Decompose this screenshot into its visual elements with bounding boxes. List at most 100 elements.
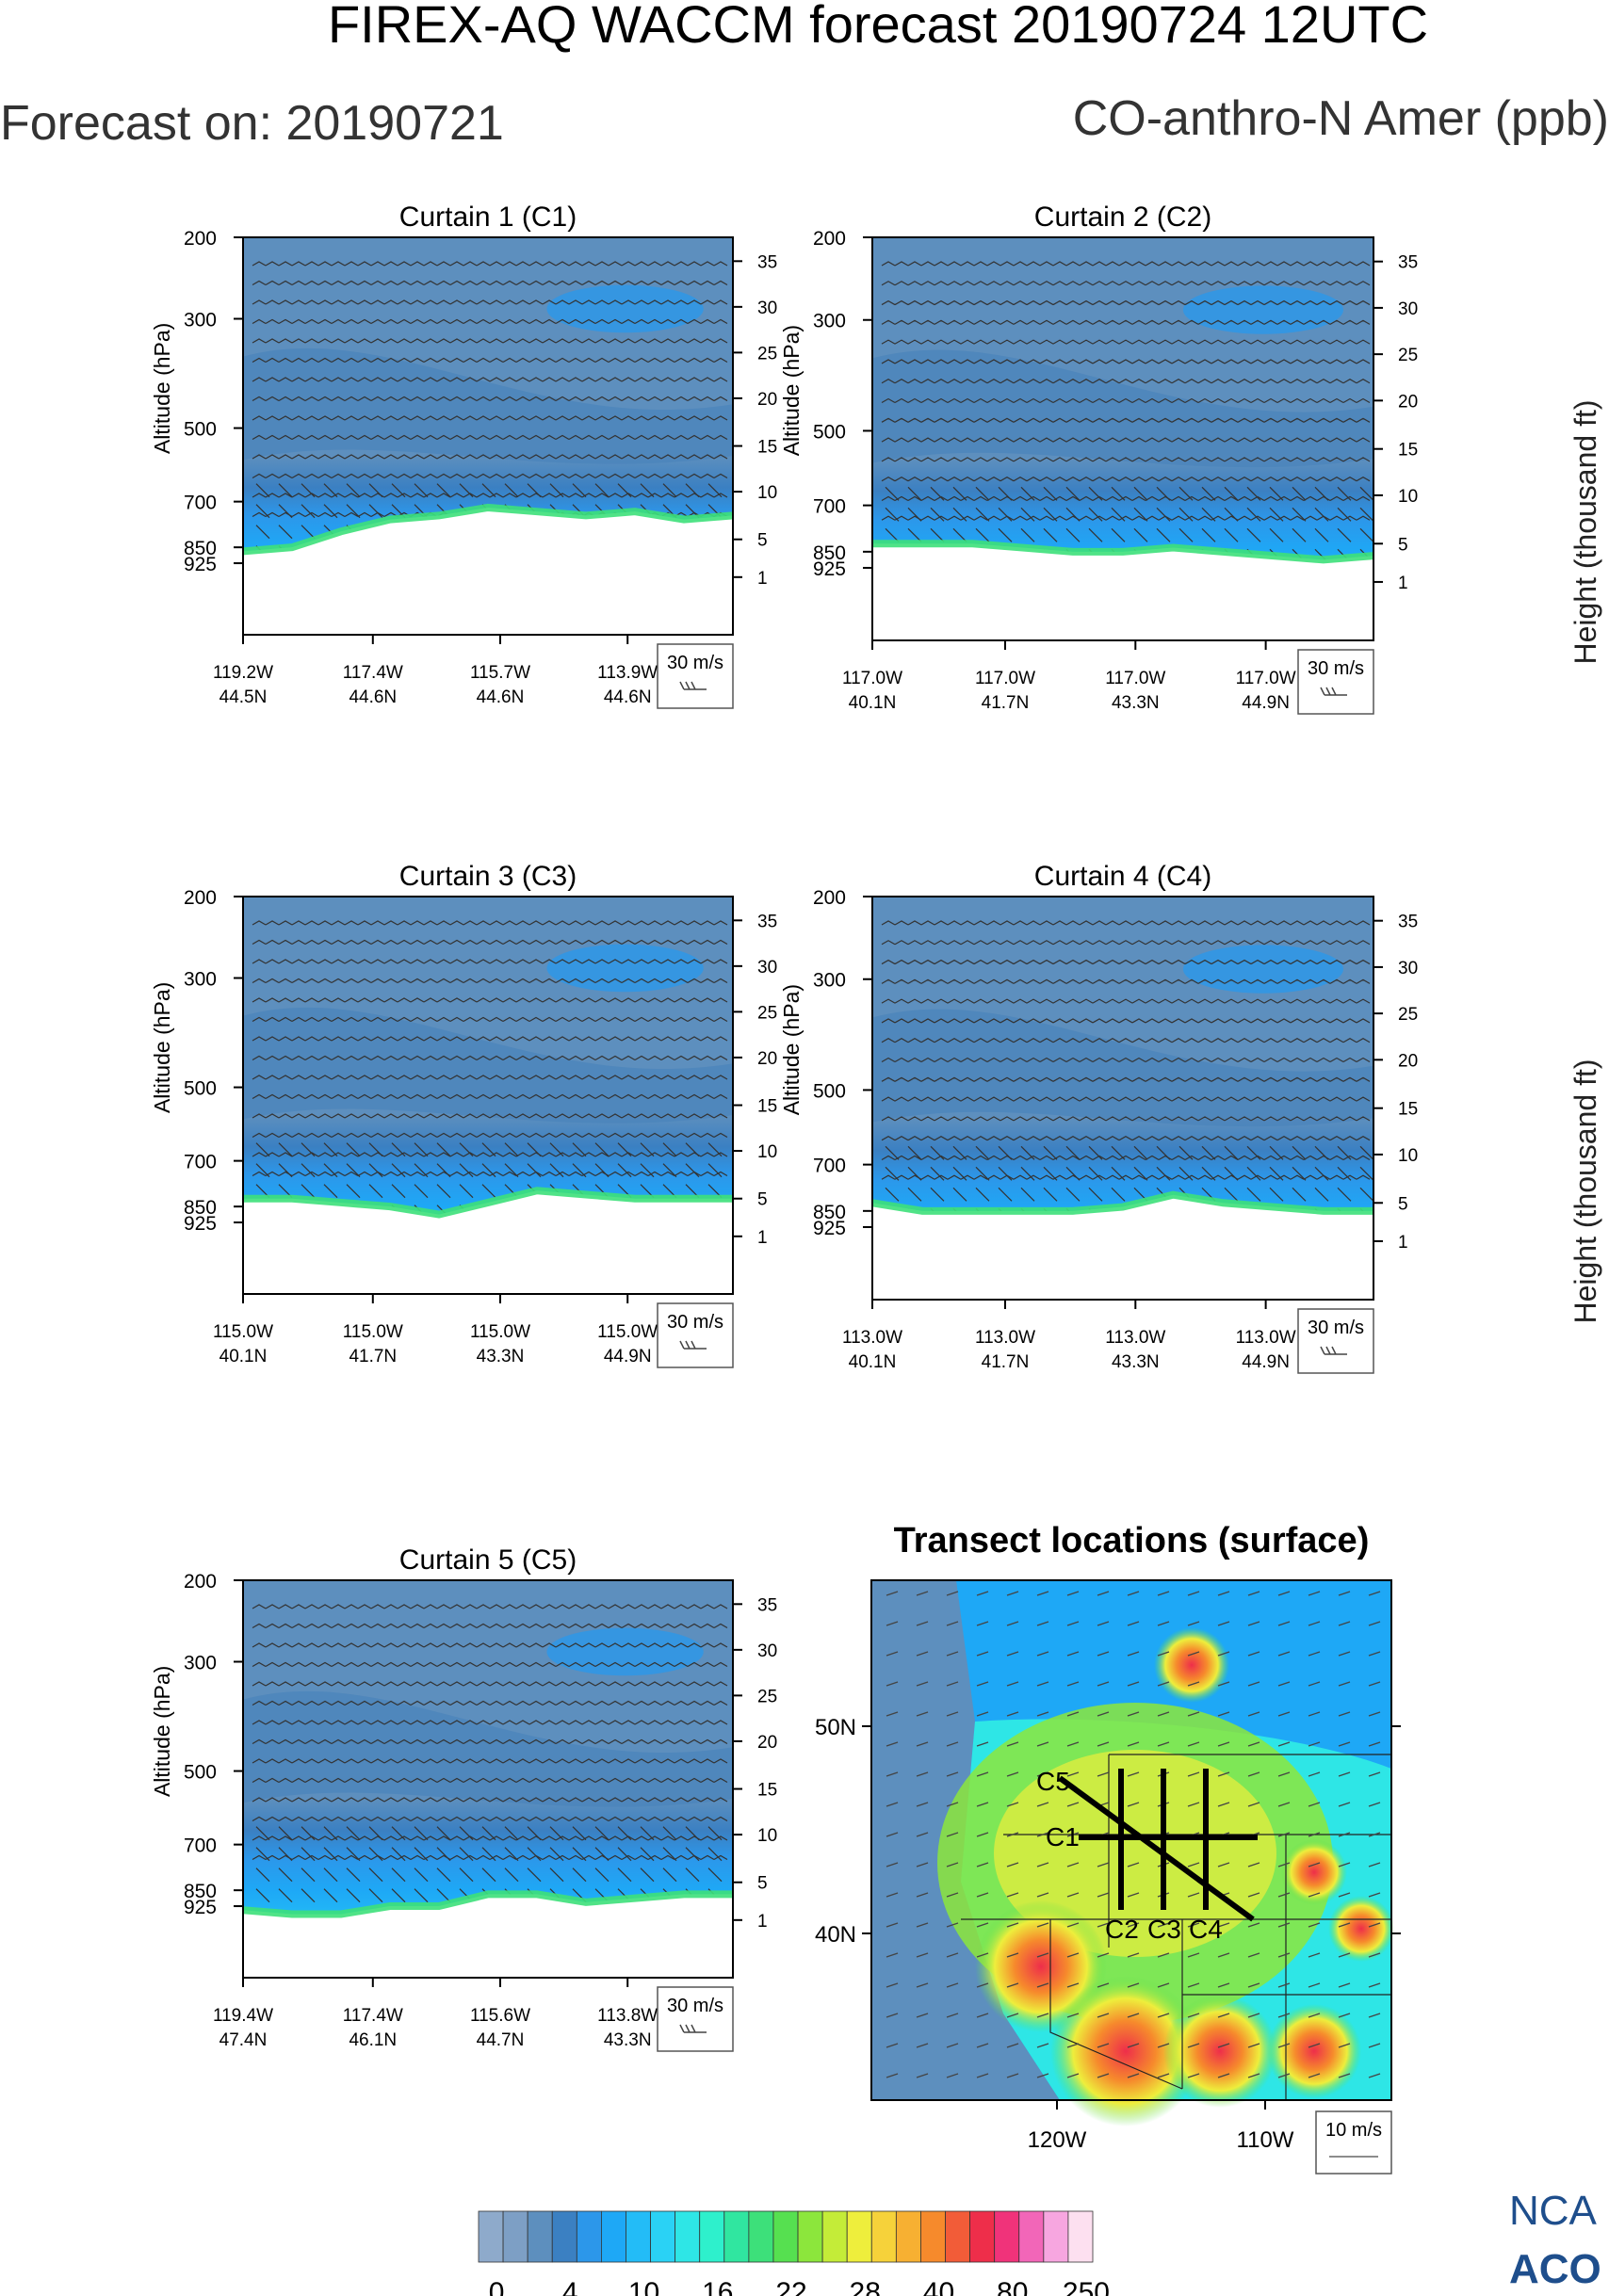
height-tick: 1: [757, 569, 768, 589]
wind-key-label: 30 m/s: [1308, 658, 1364, 679]
height-tick: 25: [757, 1687, 777, 1706]
colorbar-swatch: [723, 2210, 750, 2263]
x-tick-lat: 43.3N: [1112, 1352, 1160, 1372]
x-tick-lat: 44.6N: [477, 687, 525, 707]
x-tick-lat: 46.1N: [349, 2030, 397, 2050]
wind-barbs: [881, 261, 1374, 563]
height-tick: 10: [1398, 1146, 1418, 1166]
curtain-plume: [1182, 945, 1344, 994]
transect-label: C1: [1046, 1822, 1080, 1851]
x-tick-lat: 44.6N: [604, 687, 652, 707]
curtain-plume: [1182, 285, 1344, 334]
height-tick: 35: [757, 1595, 777, 1615]
co-hotspot: [1154, 1627, 1229, 1703]
x-tick-lon: 113.0W: [1105, 1328, 1165, 1348]
wind-key-barb: [1320, 1346, 1347, 1355]
height-tick: 30: [757, 958, 777, 978]
colorbar-swatch: [920, 2210, 946, 2263]
colorbar-swatch: [1018, 2210, 1045, 2263]
colorbar-swatch: [650, 2210, 676, 2263]
height-tick: 5: [757, 531, 768, 551]
height-tick: 10: [1398, 487, 1418, 507]
pressure-tick: 200: [813, 887, 846, 909]
height-tick: 25: [1398, 1005, 1418, 1025]
transect-map: Transect locations (surface) C5 C1 C2 C3 C4 50…: [815, 1521, 1401, 2175]
logo-text-bottom: ACO: [1509, 2246, 1601, 2292]
colorbar-label: 40: [923, 2277, 954, 2296]
curtain-frame: [242, 1579, 734, 1979]
pressure-tick: 200: [813, 228, 846, 250]
height-tick: 25: [757, 344, 777, 364]
x-tick-lat: 43.3N: [1112, 693, 1160, 713]
height-axis-title-top: Height (thousand ft): [1568, 399, 1602, 664]
x-tick-lon: 117.0W: [842, 669, 902, 688]
co-hotspot: [1267, 2004, 1361, 2098]
pressure-tick: 300: [184, 969, 217, 991]
height-tick: 15: [757, 1097, 777, 1117]
lat-tick: 40N: [815, 1922, 856, 1948]
pressure-axis-title: Altitude (hPa): [150, 323, 174, 454]
transect-label: C4: [1189, 1915, 1223, 1944]
map-frame: [870, 1579, 1392, 2101]
colorbar-swatch: [1043, 2210, 1069, 2263]
x-tick-lat: 41.7N: [349, 1347, 397, 1366]
x-tick-lon: 115.7W: [470, 663, 530, 683]
pressure-tick: 500: [184, 1078, 217, 1100]
colorbar-swatch: [945, 2210, 971, 2263]
curtain-frame: [242, 236, 734, 636]
x-tick-lon: 117.0W: [975, 669, 1035, 688]
wind-key-barb: [679, 1340, 707, 1350]
colorbar-swatch: [994, 2210, 1020, 2263]
wind-key-label: 30 m/s: [667, 1996, 723, 2016]
curtain-title: Curtain 4 (C4): [1034, 861, 1211, 892]
transect-label: C5: [1036, 1767, 1070, 1796]
pressure-tick: 850: [184, 538, 217, 559]
curtain-panels: Curtain 1 (C1)200300500700850925Altitude…: [150, 202, 1418, 2052]
colorbar-swatch: [502, 2210, 528, 2263]
height-tick: 15: [757, 1781, 777, 1801]
pressure-tick: 500: [813, 1080, 846, 1102]
x-tick-lon: 113.0W: [975, 1328, 1035, 1348]
height-tick: 15: [1398, 441, 1418, 461]
terrain: [243, 1894, 733, 1978]
colorbar-swatch: [527, 2210, 553, 2263]
pressure-axis-title: Altitude (hPa): [779, 325, 804, 456]
colorbar-swatch: [674, 2210, 701, 2263]
height-tick: 30: [757, 1641, 777, 1661]
pressure-tick: 850: [813, 542, 846, 564]
height-tick: 5: [1398, 1194, 1408, 1214]
curtain-plume: [546, 1627, 704, 1676]
colorbar-swatch: [1067, 2210, 1094, 2263]
x-tick-lon: 119.4W: [213, 2006, 273, 2026]
co-hotspot: [1163, 1995, 1276, 2108]
curtain-band: [243, 1690, 733, 1807]
height-tick: 25: [757, 1003, 777, 1023]
colorbar-label: 0: [489, 2277, 505, 2296]
height-tick: 30: [757, 299, 777, 318]
pressure-tick: 925: [813, 558, 846, 580]
x-tick-lat: 40.1N: [219, 1347, 268, 1366]
co-hotspot: [1281, 1839, 1347, 1905]
x-tick-lat: 43.3N: [604, 2030, 652, 2050]
curtain-title: Curtain 5 (C5): [399, 1544, 577, 1576]
colorbar-label: 22: [775, 2277, 806, 2296]
x-tick-lon: 119.2W: [213, 663, 273, 683]
colorbar-swatch: [772, 2210, 799, 2263]
colorbar-swatch: [969, 2210, 996, 2263]
pressure-tick: 925: [184, 554, 217, 575]
pressure-tick: 300: [184, 1653, 217, 1674]
pressure-tick: 925: [184, 1897, 217, 1918]
x-tick-lon: 115.0W: [213, 1322, 273, 1342]
height-tick: 35: [1398, 253, 1418, 273]
pressure-tick: 700: [184, 1835, 217, 1857]
x-tick-lat: 47.4N: [219, 2030, 268, 2050]
height-tick: 5: [757, 1190, 768, 1210]
x-tick-lon: 113.0W: [1236, 1328, 1296, 1348]
surface-layer: [242, 503, 734, 556]
wind-barbs: [252, 1604, 728, 1903]
curtain-band: [243, 348, 733, 464]
curtain-plume: [546, 944, 704, 993]
lat-tick: 50N: [815, 1715, 856, 1740]
